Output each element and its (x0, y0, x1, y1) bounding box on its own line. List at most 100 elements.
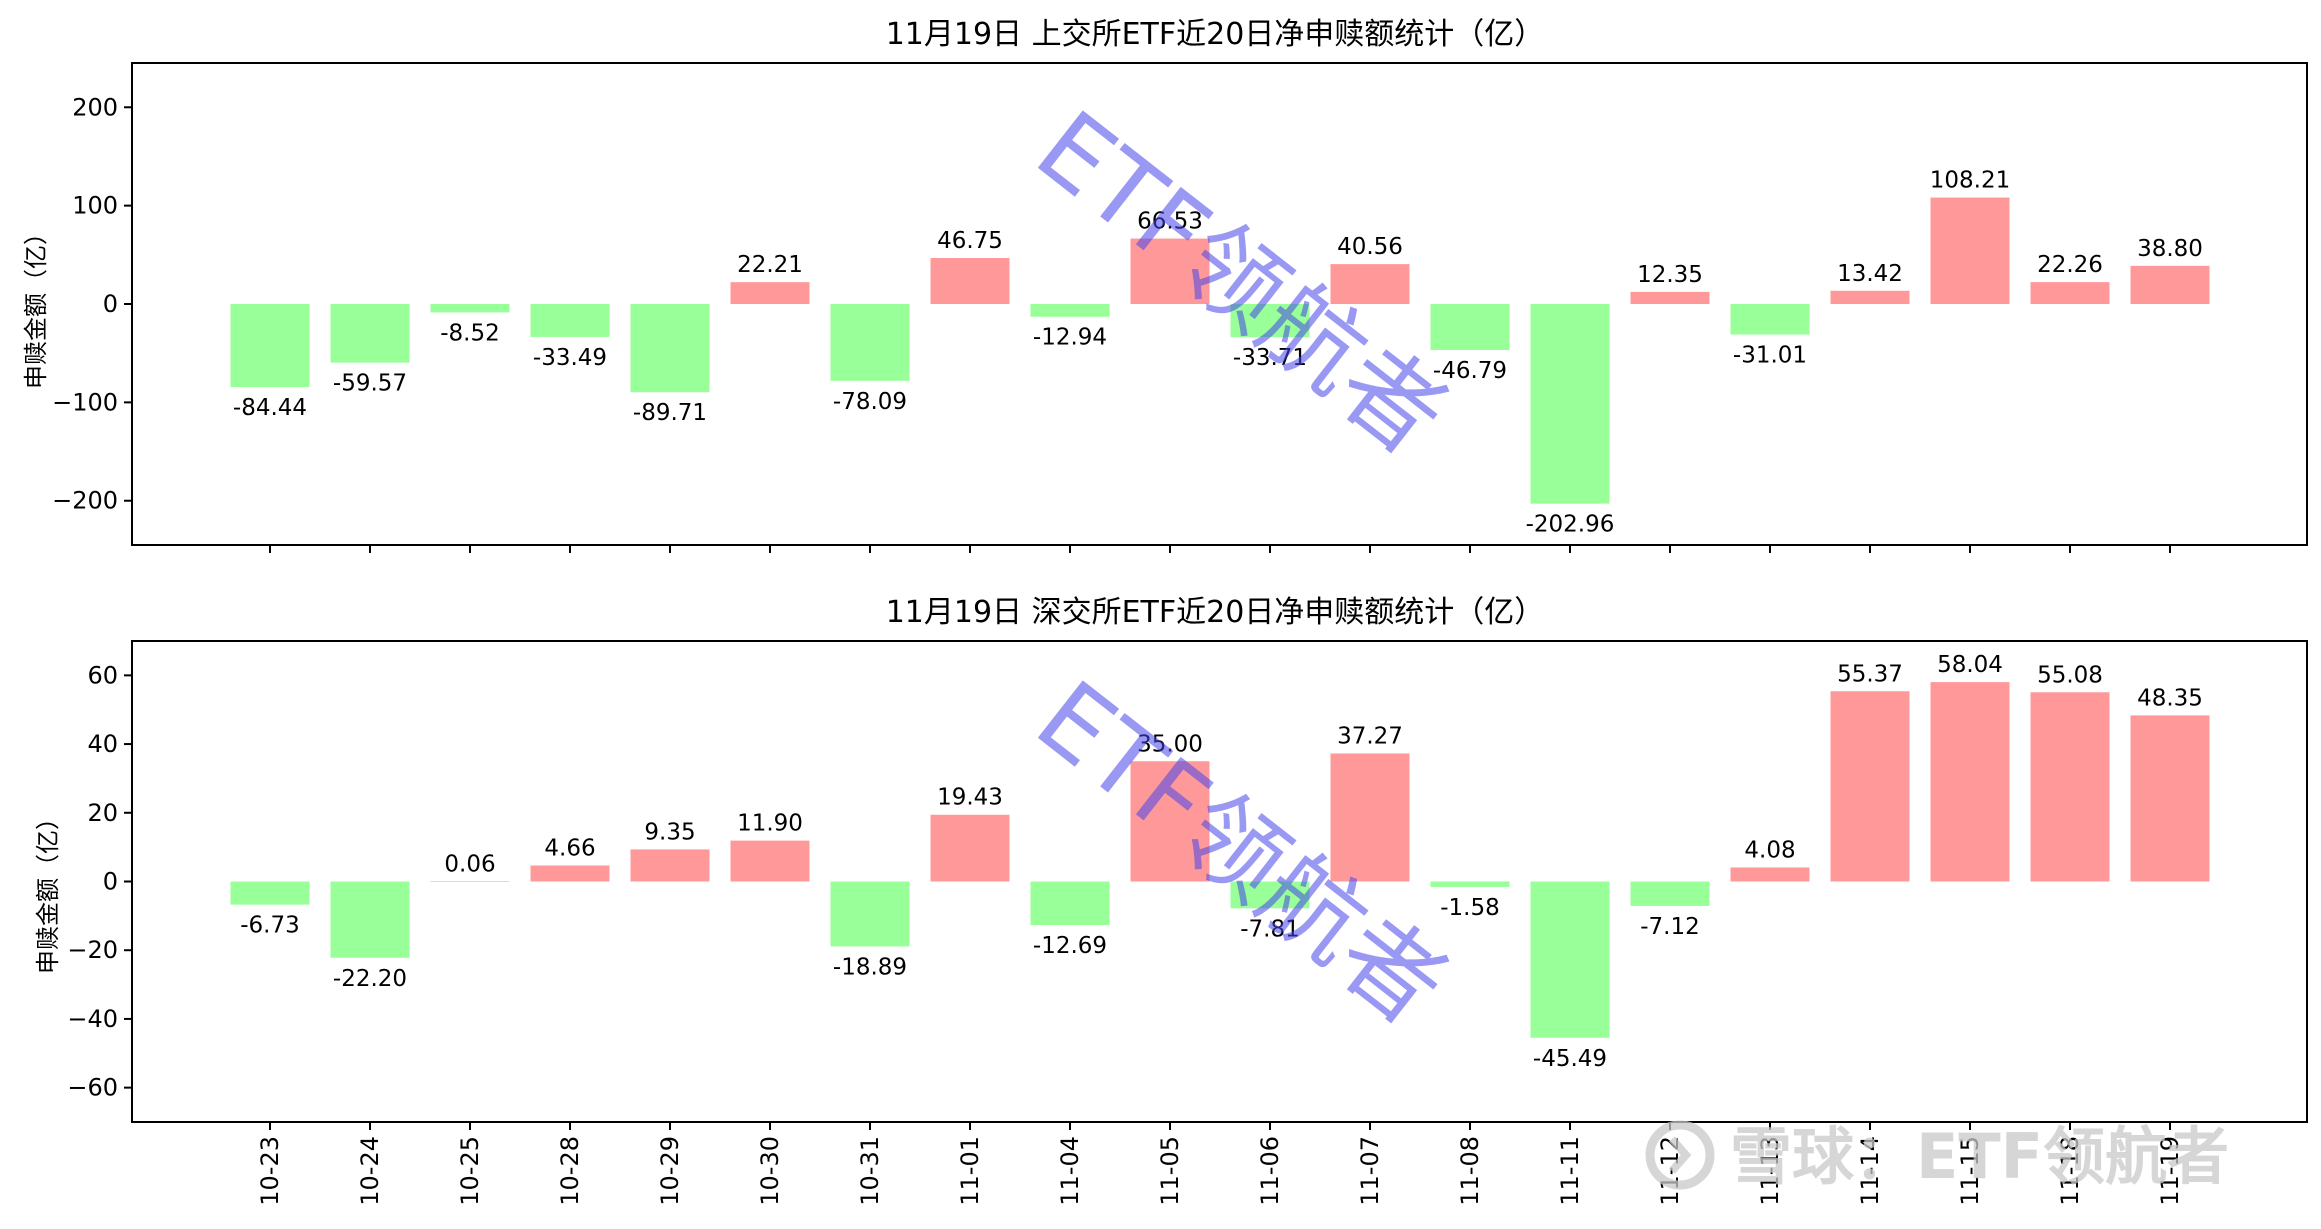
szse-bar (1130, 761, 1210, 882)
sse-data-label: 108.21 (1930, 168, 2010, 194)
szse-data-label: 55.37 (1837, 661, 1903, 687)
szse-x-tick-label: 11-08 (1456, 1136, 1484, 1206)
szse-bar (1530, 881, 1610, 1038)
szse-y-tick-label: −60 (67, 1074, 118, 1102)
szse-y-tick-label: −40 (67, 1005, 118, 1033)
brand-watermark: 雪球：ETF领航者 (1645, 1120, 2229, 1193)
szse-data-label: -45.49 (1533, 1046, 1607, 1072)
sse-x-axis (269, 545, 2171, 553)
szse-data-label: 48.35 (2137, 685, 2203, 711)
szse-x-tick-label: 11-13 (1756, 1136, 1784, 1206)
szse-data-label: 4.66 (544, 835, 595, 861)
sse-y-axis-label: 申赎金额（亿） (22, 221, 50, 389)
sse-data-label: -78.09 (833, 389, 907, 415)
szse-x-tick-label: 10-25 (456, 1136, 484, 1206)
sse-data-label: -8.52 (440, 320, 500, 346)
sse-bar (530, 304, 610, 337)
sse-bar (1630, 291, 1710, 304)
szse-data-label: -6.73 (240, 913, 300, 939)
szse-data-label: 9.35 (644, 819, 695, 845)
sse-y-tick-label: 100 (72, 192, 118, 220)
szse-bar (1730, 867, 1810, 882)
sse-bar (1830, 290, 1910, 304)
szse-data-label: 37.27 (1337, 723, 1403, 749)
szse-x-tick-label: 11-01 (956, 1136, 984, 1206)
sse-bars (230, 197, 2210, 504)
szse-y-tick-label: 60 (87, 661, 118, 689)
szse-y-tick-label: 20 (87, 799, 118, 827)
szse-data-label: -22.20 (333, 966, 407, 992)
brand-watermark-text: 雪球：ETF领航者 (1730, 1120, 2229, 1193)
sse-data-label: -33.71 (1233, 345, 1307, 371)
szse-bar (730, 840, 810, 882)
sse-data-label: -202.96 (1526, 512, 1615, 538)
szse-y-tick-label: −20 (67, 936, 118, 964)
sse-bar (1130, 238, 1210, 304)
sse-data-label: 12.35 (1637, 262, 1703, 288)
szse-data-label: 55.08 (2037, 662, 2103, 688)
szse-bar (2030, 692, 2110, 882)
sse-bar (1030, 304, 1110, 317)
sse-bar (230, 304, 310, 388)
sse-data-label: -31.01 (1733, 343, 1807, 369)
szse-bar (330, 881, 410, 958)
szse-data-label: -7.12 (1640, 914, 1700, 940)
szse-x-tick-label: 10-24 (356, 1136, 384, 1206)
szse-data-label: -7.81 (1240, 916, 1300, 942)
szse-data-label: 58.04 (1937, 652, 2003, 678)
sse-bar (830, 304, 910, 381)
szse-bar (1630, 881, 1710, 906)
szse-bars (230, 682, 2210, 1038)
szse-x-tick-label: 11-05 (1156, 1136, 1184, 1206)
szse-x-axis: 10-23 10-24 10-25 10-28 10-29 10-30 10-31 11-01… (256, 1122, 2184, 1206)
szse-data-labels: -6.73 -22.20 0.06 4.66 9.35 11.90 -18.89 19.43 -… (240, 652, 2203, 1072)
sse-y-tick-label: −100 (52, 388, 118, 416)
sse-chart-panel: 11月19日 上交所ETF近20日净申赎额统计（亿） 申赎金额（亿） −200 −… (22, 17, 2308, 553)
sse-bar (2030, 282, 2110, 304)
szse-x-tick-label: 10-23 (256, 1136, 284, 1206)
sse-data-label: 38.80 (2137, 236, 2203, 262)
szse-x-tick-label: 10-30 (756, 1136, 784, 1206)
szse-data-label: -1.58 (1440, 895, 1500, 921)
sse-bar (730, 282, 810, 304)
sse-bar (330, 304, 410, 363)
szse-x-tick-label: 11-14 (1856, 1136, 1884, 1206)
szse-x-tick-label: 11-06 (1256, 1136, 1284, 1206)
szse-bar (530, 865, 610, 882)
sse-bar (1930, 197, 2010, 304)
szse-data-label: -12.69 (1033, 933, 1107, 959)
sse-y-axis: −200 −100 0 100 200 (52, 93, 132, 515)
szse-y-axis-label: 申赎金额（亿） (34, 806, 62, 974)
szse-chart-panel: 11月19日 深交所ETF近20日净申赎额统计（亿） 申赎金额（亿） −60 −4… (34, 595, 2308, 1206)
sse-data-label: -46.79 (1433, 358, 1507, 384)
szse-bar (2130, 715, 2210, 882)
sse-bar (1430, 304, 1510, 351)
szse-data-label: 19.43 (937, 785, 1003, 811)
szse-bar (930, 814, 1010, 882)
szse-y-tick-label: 0 (103, 868, 118, 896)
szse-x-tick-label: 11-11 (1556, 1136, 1584, 1206)
szse-y-axis: −60 −40 −20 0 20 40 60 (67, 661, 132, 1102)
szse-data-label: -18.89 (833, 954, 907, 980)
szse-bar (1230, 881, 1310, 909)
sse-data-label: -89.71 (633, 400, 707, 426)
sse-y-tick-label: 0 (103, 290, 118, 318)
szse-bar (1430, 881, 1510, 887)
szse-bar (230, 881, 310, 905)
sse-bar (930, 258, 1010, 304)
szse-bar (430, 881, 510, 882)
szse-bar (1330, 753, 1410, 882)
sse-data-label: -59.57 (333, 371, 407, 397)
sse-bar (2130, 265, 2210, 304)
szse-bar (1830, 691, 1910, 882)
sse-bar (1530, 304, 1610, 504)
szse-data-label: 35.00 (1137, 731, 1203, 757)
szse-data-label: 0.06 (444, 851, 495, 877)
szse-x-tick-label: 11-07 (1356, 1136, 1384, 1206)
sse-bar (1230, 304, 1310, 338)
szse-data-label: 11.90 (737, 811, 803, 837)
sse-chart-title: 11月19日 上交所ETF近20日净申赎额统计（亿） (886, 17, 1545, 52)
szse-y-tick-label: 40 (87, 730, 118, 758)
sse-y-tick-label: −200 (52, 487, 118, 515)
